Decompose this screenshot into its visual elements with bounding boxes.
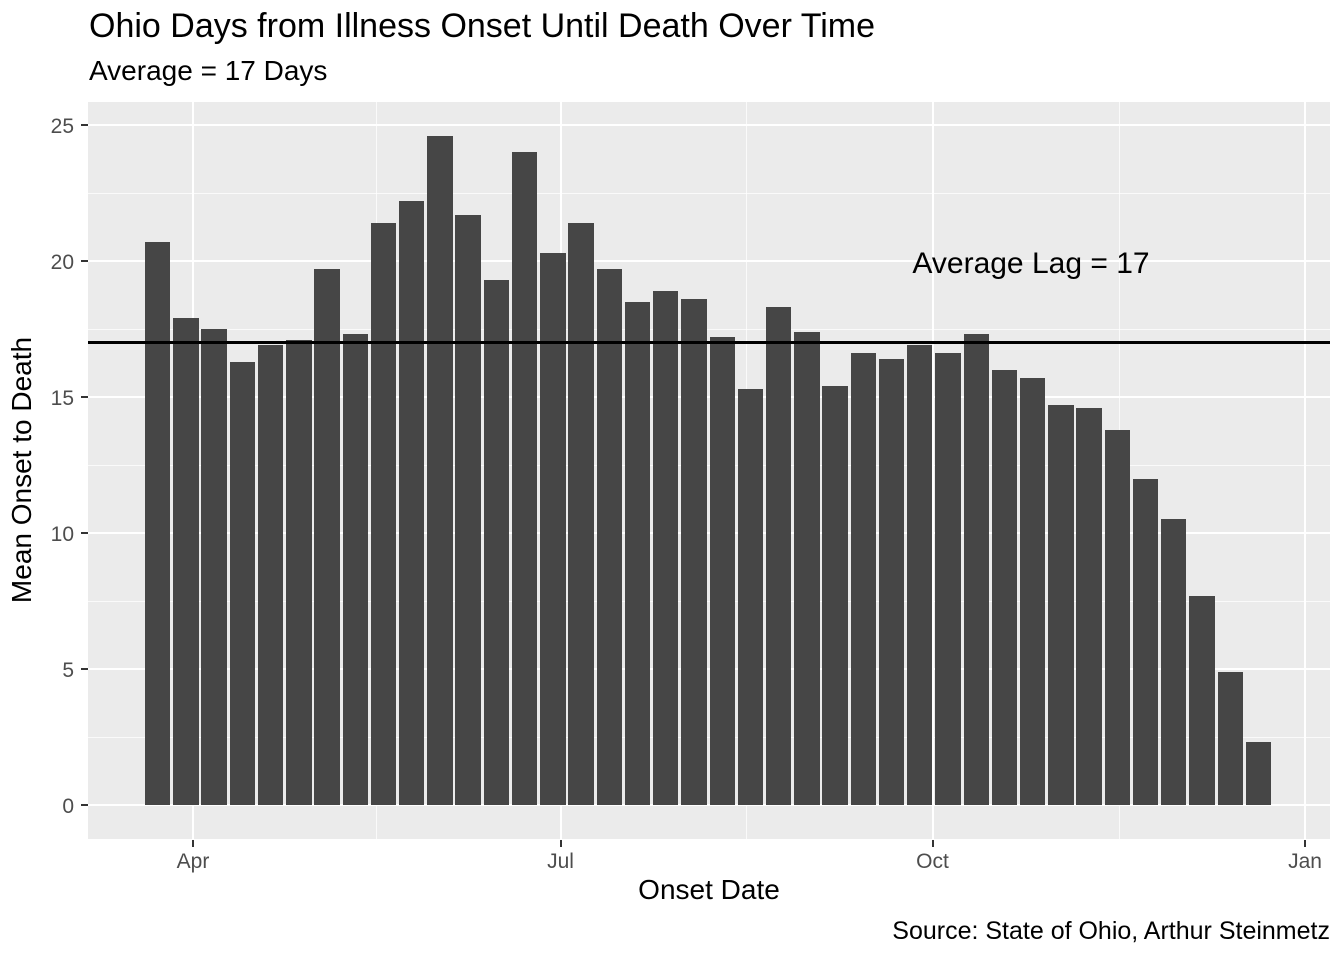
bar [173, 318, 199, 805]
x-axis-title: Onset Date [638, 874, 780, 905]
bar [737, 388, 764, 805]
bar [1019, 377, 1046, 805]
major-gridline-horizontal [88, 804, 1330, 806]
x-tick-label: Apr [176, 850, 210, 873]
x-tick-label: Oct [916, 850, 949, 873]
minor-gridline-horizontal [88, 600, 1330, 602]
bar [765, 307, 792, 805]
y-tick-mark [81, 260, 88, 262]
bar [1161, 519, 1187, 805]
bar [653, 290, 679, 805]
x-tick-label: Jan [1288, 850, 1322, 873]
y-tick-mark [81, 532, 88, 534]
minor-gridline-horizontal [88, 736, 1330, 738]
bar [850, 353, 877, 805]
y-tick-label: 20 [50, 251, 74, 274]
bar [568, 222, 594, 805]
x-tick-mark [559, 840, 562, 847]
bar [145, 241, 171, 805]
source-caption: Source: State of Ohio, Arthur Steinmetz [892, 917, 1330, 945]
bar [201, 329, 227, 805]
bar [342, 334, 368, 805]
bar [709, 337, 735, 805]
bar [963, 334, 989, 805]
bar [822, 386, 848, 805]
plot-panel: Average Lag = 17 [88, 102, 1330, 839]
x-tick-mark [192, 840, 194, 847]
bar [483, 280, 510, 805]
x-tick-label: Jul [547, 850, 574, 873]
y-tick-mark [81, 804, 88, 806]
bar [540, 252, 566, 805]
major-gridline-horizontal [88, 396, 1330, 398]
bar [1048, 405, 1074, 805]
bar [1189, 595, 1215, 805]
bar [370, 222, 397, 805]
y-tick-mark [81, 124, 88, 126]
minor-gridline-horizontal [88, 192, 1330, 194]
bar [1217, 671, 1243, 805]
bar [596, 269, 622, 805]
chart-subtitle: Average = 17 Days [89, 55, 328, 86]
y-tick-mark [81, 668, 88, 670]
bar [1245, 742, 1272, 805]
y-tick-label: 5 [62, 659, 74, 682]
bar [455, 214, 481, 805]
x-tick-mark [931, 840, 934, 847]
bar [935, 353, 961, 805]
major-gridline-horizontal [88, 124, 1330, 126]
bar [257, 345, 284, 805]
bar [314, 269, 340, 805]
bar [624, 301, 651, 805]
bar [1076, 407, 1102, 805]
bar [907, 345, 933, 805]
y-tick-label: 25 [50, 115, 74, 138]
y-axis-title: Mean Onset to Death [6, 336, 37, 604]
major-gridline-vertical [931, 102, 934, 839]
bar [1104, 429, 1131, 805]
x-tick-mark [1304, 840, 1306, 847]
annotation-label: Average Lag = 17 [912, 247, 1150, 280]
bar [399, 201, 425, 805]
bar [229, 361, 256, 805]
minor-gridline-horizontal [88, 328, 1330, 330]
major-gridline-horizontal [88, 668, 1330, 670]
bar [286, 339, 312, 805]
bar [991, 369, 1018, 805]
bar [511, 152, 538, 805]
bar [427, 135, 453, 805]
bar [794, 331, 820, 805]
minor-gridline-horizontal [88, 464, 1330, 466]
average-reference-line [88, 341, 1330, 345]
major-gridline-horizontal [88, 532, 1330, 534]
major-gridline-horizontal [88, 260, 1330, 262]
chart-title: Ohio Days from Illness Onset Until Death… [89, 7, 876, 45]
bar [681, 299, 707, 805]
y-tick-label: 0 [62, 795, 74, 818]
y-tick-label: 15 [50, 387, 74, 410]
bar [878, 358, 905, 805]
bar [1132, 478, 1159, 805]
major-gridline-vertical [1304, 102, 1306, 839]
y-tick-label: 10 [50, 523, 74, 546]
y-tick-mark [81, 396, 88, 398]
